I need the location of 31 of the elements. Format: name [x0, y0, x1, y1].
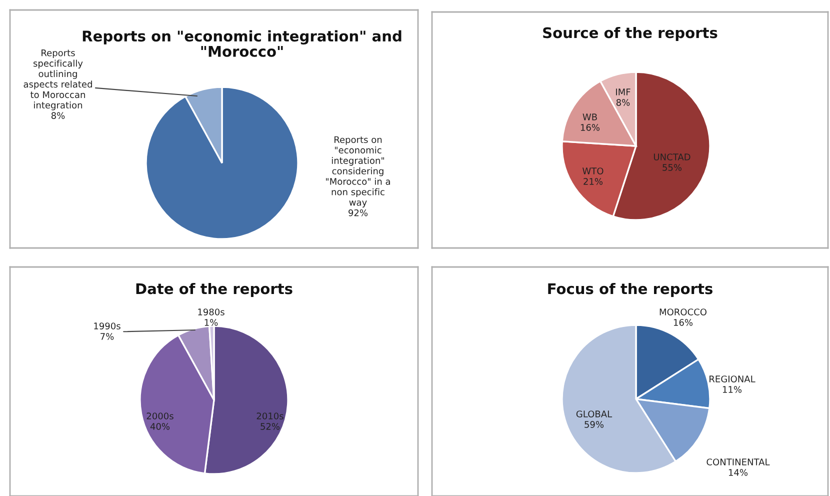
data-label: 55%: [662, 164, 682, 171]
slice-label: 1990s: [94, 322, 120, 330]
data-label: 52%: [260, 423, 280, 430]
data-label: 92%: [348, 209, 368, 216]
slice-label: WTO: [582, 168, 604, 174]
chart-title: Focus of the reports: [548, 282, 712, 298]
data-label: 1%: [204, 319, 218, 326]
data-label: 8%: [51, 112, 65, 119]
slice-label: 2010s: [256, 412, 284, 420]
slice-label: IMF: [616, 88, 630, 96]
slice-label: UNCTAD: [654, 154, 690, 160]
data-label: 7%: [100, 333, 114, 340]
data-label: 40%: [150, 423, 170, 430]
slice-label: Reports on "economic integration" considering "Morocco" in a non specific way: [326, 136, 390, 208]
slice-label: WB: [582, 114, 597, 120]
chart-title: Date of the reports: [136, 282, 292, 298]
data-label: 16%: [674, 319, 693, 326]
slice-label: 2000s: [146, 412, 174, 420]
chart-title: Source of the reports: [543, 26, 718, 42]
data-label: 14%: [728, 469, 748, 476]
data-label: 8%: [616, 99, 630, 106]
data-label: 59%: [584, 421, 604, 428]
slice-label: CONTINENTAL: [706, 458, 770, 466]
slice-label: 1980s: [198, 308, 224, 316]
slice-label: GLOBAL: [576, 410, 612, 418]
data-label: 21%: [584, 178, 603, 185]
data-label: 16%: [580, 124, 600, 131]
data-label: 11%: [722, 386, 742, 393]
pie-slice: [145, 86, 299, 240]
slice-label: REGIONAL: [710, 376, 756, 382]
slice-label: MOROCCO: [660, 308, 706, 316]
